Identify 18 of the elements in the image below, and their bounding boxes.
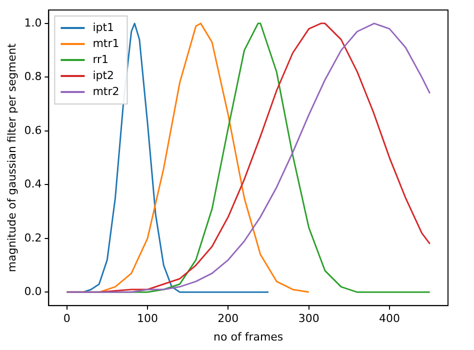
y-tick-label: 0.4 [24, 178, 42, 191]
x-tick-label: 300 [298, 312, 320, 326]
y-tick-label: 0.0 [24, 285, 42, 298]
x-tick-label: 200 [218, 312, 239, 326]
x-tick-label: 400 [379, 312, 400, 326]
x-tick-label: 0 [63, 312, 70, 326]
x-tick-label: 100 [137, 312, 158, 326]
y-axis-title: magnitude of gaussian filter per segment [5, 42, 18, 272]
y-tick-label: 0.8 [24, 70, 42, 84]
legend-label: mtr2 [92, 84, 120, 98]
legend-label: rr1 [92, 52, 109, 66]
legend-label: mtr1 [92, 36, 120, 50]
y-tick-label: 0.6 [24, 124, 42, 137]
x-axis-title: no of frames [214, 330, 284, 344]
legend-label: ipt1 [92, 20, 114, 34]
legend-label: ipt2 [92, 68, 114, 82]
y-tick-label: 0.2 [24, 231, 42, 244]
y-tick-label: 1.0 [24, 16, 42, 30]
